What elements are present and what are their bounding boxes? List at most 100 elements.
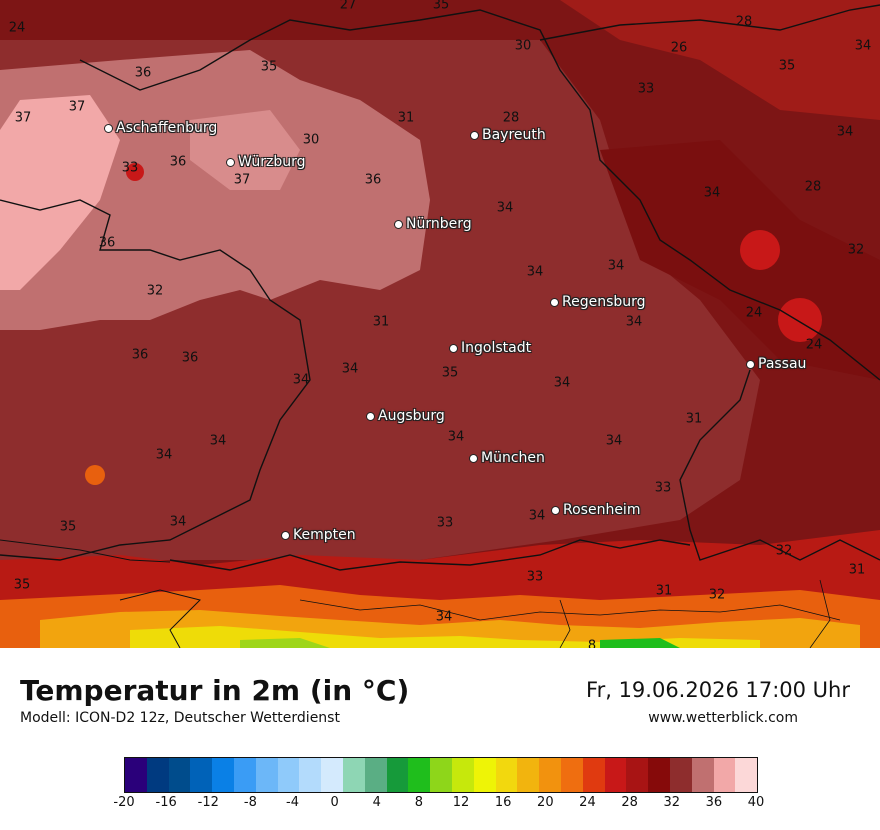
legend-swatch (146, 758, 169, 792)
map-title: Temperatur in 2m (in °C) (20, 674, 410, 707)
temperature-value: 31 (372, 314, 390, 330)
temperature-value: 33 (654, 480, 672, 496)
legend-swatch (212, 758, 234, 792)
temperature-value: 8 (587, 638, 597, 649)
temperature-value: 28 (735, 14, 753, 30)
legend-swatch (582, 758, 605, 792)
legend-swatch (408, 758, 431, 792)
legend-swatch (321, 758, 343, 792)
legend-tick-label: 0 (330, 795, 339, 810)
city-label: Bayreuth (482, 127, 546, 143)
city-label: Augsburg (378, 408, 445, 424)
temperature-value: 32 (708, 587, 726, 603)
temperature-field (0, 0, 880, 648)
city-dot-icon (469, 453, 478, 463)
temperature-value: 34 (528, 508, 546, 524)
legend-tick-label: -16 (155, 795, 177, 810)
legend-ticks: -20 -16 -12 -8 -4 0 4 8 12 16 20 24 28 32 36 40 (113, 791, 764, 821)
city-dot-icon (470, 130, 479, 140)
city-label: Ingolstadt (461, 340, 532, 356)
city-dot-icon (550, 297, 559, 307)
legend-swatch (386, 758, 409, 792)
legend-swatch (473, 758, 496, 792)
legend-tick-label: 24 (579, 795, 596, 810)
city-marker: Augsburg (366, 408, 445, 424)
temperature-value: 34 (169, 514, 187, 530)
legend-tick-label: 4 (372, 795, 381, 810)
legend-swatch (669, 758, 692, 792)
temperature-value: 35 (59, 519, 77, 535)
city-label: Würzburg (238, 154, 306, 170)
city-marker: Ingolstadt (449, 340, 531, 356)
city-label: Rosenheim (563, 502, 641, 518)
legend-tick-label: 20 (537, 795, 554, 810)
temperature-map: Aschaffenburg Würzburg Bayreuth Nürnberg Reg… (0, 0, 880, 648)
temperature-value: 37 (233, 172, 251, 188)
temperature-value: 32 (847, 242, 865, 258)
legend-tick-label: 8 (414, 795, 424, 810)
city-marker: München (469, 450, 545, 466)
legend-swatch (299, 758, 322, 792)
temperature-value: 31 (655, 583, 673, 599)
legend-swatch (233, 758, 256, 792)
temperature-value: 33 (637, 81, 655, 97)
temperature-value: 34 (605, 433, 623, 449)
temperature-value: 32 (775, 543, 793, 559)
temperature-value: 35 (441, 365, 459, 381)
temperature-value: 35 (432, 0, 450, 13)
temperature-value: 26 (670, 40, 688, 56)
legend-swatch (495, 758, 518, 792)
legend-swatch (604, 758, 627, 792)
legend-swatch (190, 758, 213, 792)
temperature-value: 36 (181, 350, 199, 366)
legend-swatch (539, 758, 561, 792)
city-dot-icon (746, 359, 755, 369)
legend-swatch (648, 758, 670, 792)
temperature-value: 36 (131, 347, 149, 363)
temperature-value: 34 (292, 372, 310, 388)
city-dot-icon (551, 505, 560, 515)
city-marker: Kempten (281, 527, 356, 543)
temperature-value: 34 (553, 375, 571, 391)
temperature-value: 33 (436, 515, 454, 531)
city-dot-icon (104, 123, 113, 133)
temperature-value: 34 (625, 314, 643, 330)
legend-swatch (517, 758, 540, 792)
temperature-value: 35 (778, 58, 796, 74)
city-label: Regensburg (562, 294, 646, 310)
legend-swatch (430, 758, 452, 792)
city-dot-icon (281, 530, 290, 540)
temperature-value: 34 (526, 264, 544, 280)
temperature-value: 36 (169, 154, 187, 170)
temperature-value: 34 (209, 433, 227, 449)
legend-swatch (125, 758, 147, 792)
legend-swatch (691, 758, 714, 792)
legend-tick-label: 28 (621, 795, 638, 810)
forecast-datetime: Fr, 19.06.2026 17:00 Uhr (586, 678, 850, 702)
city-dot-icon (366, 411, 375, 421)
city-label: Kempten (293, 527, 356, 543)
temperature-value: 24 (805, 337, 823, 353)
city-dot-icon (226, 157, 235, 167)
temperature-value: 31 (848, 562, 866, 578)
temperature-value: 34 (703, 185, 721, 201)
legend-tick-label: -12 (197, 795, 219, 810)
temperature-value: 34 (836, 124, 854, 140)
temperature-value: 36 (98, 235, 116, 251)
temperature-value: 34 (155, 447, 173, 463)
temperature-value: 32 (146, 283, 164, 299)
city-dot-icon (394, 219, 403, 229)
legend-tick-label: 40 (747, 795, 765, 810)
temperature-value: 30 (514, 38, 532, 54)
city-marker: Nürnberg (394, 216, 472, 232)
legend-tick-label: 12 (452, 795, 470, 810)
legend-swatch (626, 758, 649, 792)
legend-tick-label: -4 (286, 795, 300, 810)
website-link[interactable]: www.wetterblick.com (648, 710, 798, 726)
temperature-value: 30 (302, 132, 320, 148)
city-dot-icon (449, 343, 458, 353)
model-source: Modell: ICON-D2 12z, Deutscher Wetterdie… (20, 710, 340, 726)
legend-tick-label: 16 (494, 795, 512, 810)
legend-swatch (560, 758, 583, 792)
legend-tick-label: 32 (663, 795, 680, 810)
